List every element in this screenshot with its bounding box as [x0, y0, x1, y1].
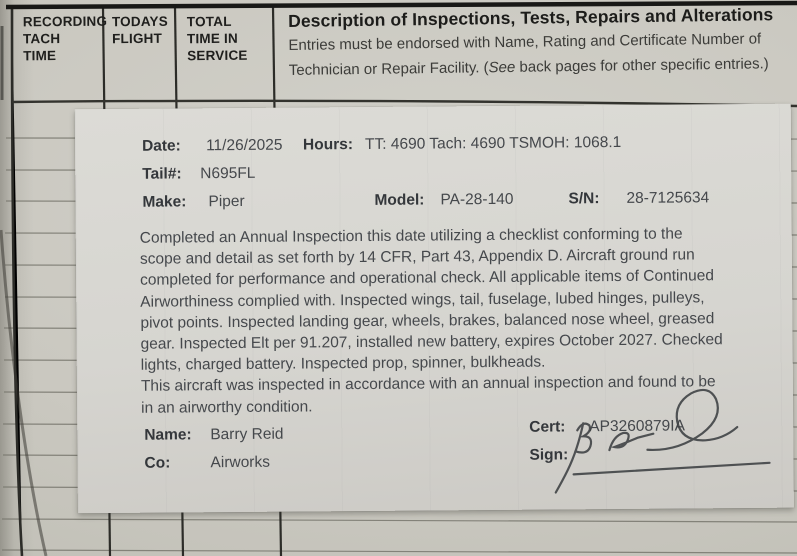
date-label: Date:	[141, 137, 181, 155]
maintenance-entry-sticker: Date: 11/26/2025 Hours: TT: 4690 Tach: 4…	[74, 103, 794, 514]
make-label: Make:	[142, 193, 187, 211]
column-header-todays-flight: TODAYS FLIGHT	[111, 13, 168, 47]
subtitle-line2-post: back pages for other specific entries.)	[515, 55, 769, 76]
make-value: Piper	[208, 192, 245, 211]
sn-value: 28-7125634	[626, 189, 710, 207]
subtitle-line2-see: See	[488, 58, 516, 77]
tail-label: Tail#:	[142, 165, 182, 183]
tail-row: Tail#: N695FL	[75, 161, 791, 187]
make-model-sn-row: Make: Piper Model: PA-28-140 S/N: 28-712…	[75, 189, 791, 215]
column-header-total-time-in-service: TOTAL TIME IN SERVICE	[186, 13, 248, 64]
sn-label: S/N:	[568, 190, 600, 208]
signature-scrawl	[554, 388, 771, 494]
subtitle-line2-pre: Technician or Repair Facility. (	[288, 59, 489, 79]
model-label: Model:	[374, 191, 425, 209]
column-header-recording-tach-time: RECORDING TACH TIME	[22, 13, 108, 64]
date-value: 11/26/2025	[205, 136, 283, 155]
tail-value: N695FL	[200, 164, 256, 183]
date-hours-row: Date: 11/26/2025 Hours: TT: 4690 Tach: 4…	[75, 133, 791, 159]
model-value: PA-28-140	[440, 190, 514, 209]
hours-value: TT: 4690 Tach: 4690 TSMOH: 1068.1	[364, 133, 622, 153]
description-column-header: Description of Inspections, Tests, Repai…	[288, 4, 797, 82]
hours-label: Hours:	[302, 136, 354, 154]
